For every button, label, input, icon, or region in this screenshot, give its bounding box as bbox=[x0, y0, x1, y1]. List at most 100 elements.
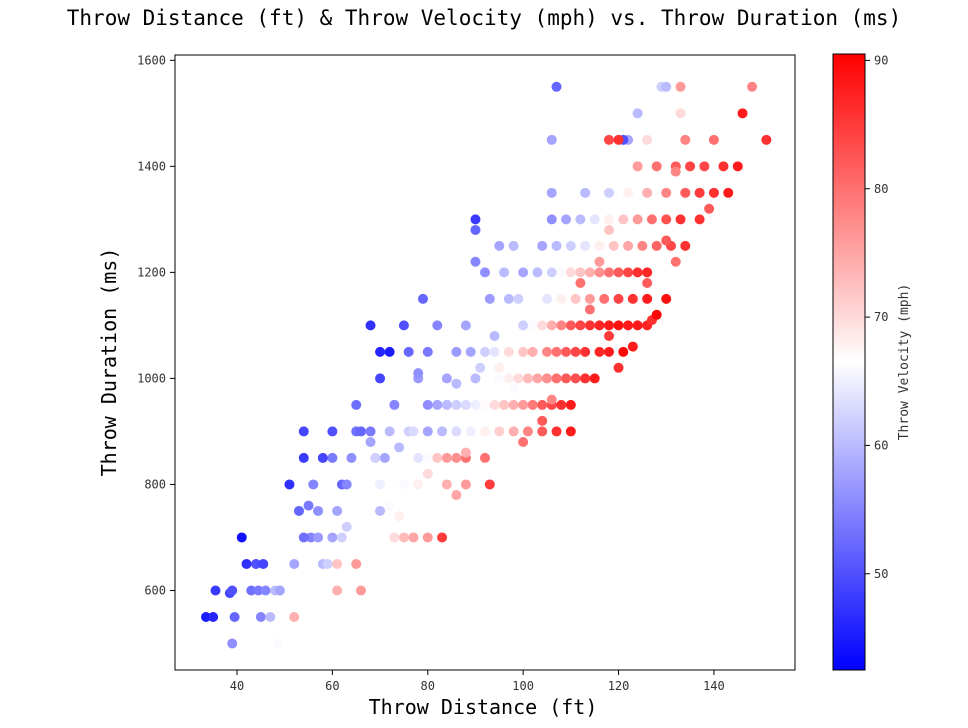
data-point bbox=[490, 347, 500, 357]
x-tick-label: 120 bbox=[608, 679, 630, 693]
y-axis: 600 800 1000 1200 1400 1600 bbox=[137, 53, 175, 597]
data-point bbox=[580, 241, 590, 251]
data-point bbox=[518, 347, 528, 357]
data-point bbox=[480, 347, 490, 357]
data-point bbox=[451, 379, 461, 389]
data-point bbox=[432, 400, 442, 410]
data-point bbox=[385, 426, 395, 436]
data-point bbox=[366, 437, 376, 447]
data-point bbox=[404, 347, 414, 357]
data-point bbox=[490, 331, 500, 341]
data-point bbox=[661, 236, 671, 246]
data-point bbox=[661, 188, 671, 198]
data-point bbox=[532, 267, 542, 277]
data-point bbox=[547, 135, 557, 145]
data-point bbox=[399, 320, 409, 330]
data-point bbox=[566, 241, 576, 251]
data-point bbox=[609, 241, 619, 251]
data-point bbox=[437, 426, 447, 436]
x-axis: 40 60 80 100 120 140 bbox=[230, 670, 725, 693]
data-point bbox=[556, 267, 566, 277]
data-point bbox=[542, 347, 552, 357]
data-point bbox=[518, 400, 528, 410]
data-point bbox=[485, 479, 495, 489]
colorbar-tick-label: 50 bbox=[874, 567, 888, 581]
x-tick-label: 100 bbox=[512, 679, 534, 693]
data-point bbox=[599, 294, 609, 304]
data-point bbox=[685, 161, 695, 171]
data-point bbox=[299, 426, 309, 436]
data-point bbox=[346, 453, 356, 463]
data-point bbox=[513, 373, 523, 383]
data-point bbox=[633, 267, 643, 277]
data-point bbox=[470, 225, 480, 235]
data-point bbox=[618, 214, 628, 224]
data-point bbox=[537, 416, 547, 426]
data-point bbox=[513, 294, 523, 304]
data-point bbox=[509, 241, 519, 251]
data-point bbox=[313, 506, 323, 516]
data-point bbox=[504, 373, 514, 383]
data-point bbox=[294, 506, 304, 516]
data-point bbox=[466, 426, 476, 436]
data-point bbox=[480, 267, 490, 277]
data-point bbox=[375, 506, 385, 516]
data-point bbox=[528, 347, 538, 357]
data-point bbox=[442, 479, 452, 489]
data-point bbox=[566, 426, 576, 436]
data-point bbox=[337, 532, 347, 542]
data-point bbox=[637, 241, 647, 251]
data-point bbox=[523, 373, 533, 383]
data-point bbox=[499, 400, 509, 410]
data-point bbox=[671, 167, 681, 177]
data-point bbox=[375, 373, 385, 383]
data-point bbox=[747, 82, 757, 92]
data-point bbox=[652, 241, 662, 251]
data-point bbox=[547, 188, 557, 198]
data-point bbox=[642, 267, 652, 277]
data-point bbox=[475, 363, 485, 373]
data-point bbox=[623, 188, 633, 198]
data-point bbox=[389, 400, 399, 410]
x-axis-label: Throw Distance (ft) bbox=[369, 695, 598, 719]
data-point bbox=[552, 426, 562, 436]
y-tick-label: 600 bbox=[144, 583, 166, 597]
data-point bbox=[571, 373, 581, 383]
data-point bbox=[451, 400, 461, 410]
data-point bbox=[480, 453, 490, 463]
data-point bbox=[366, 426, 376, 436]
data-point bbox=[470, 400, 480, 410]
data-point bbox=[442, 373, 452, 383]
y-tick-label: 1600 bbox=[137, 53, 166, 67]
data-point bbox=[370, 453, 380, 463]
data-point bbox=[332, 506, 342, 516]
data-point bbox=[423, 347, 433, 357]
data-point bbox=[628, 342, 638, 352]
data-point bbox=[528, 320, 538, 330]
data-point bbox=[509, 400, 519, 410]
data-point bbox=[532, 373, 542, 383]
data-point bbox=[351, 559, 361, 569]
data-point bbox=[590, 214, 600, 224]
data-point bbox=[432, 453, 442, 463]
data-point bbox=[437, 532, 447, 542]
data-point bbox=[594, 347, 604, 357]
y-axis-label: Throw Duration (ms) bbox=[97, 248, 121, 477]
data-point bbox=[537, 400, 547, 410]
data-point bbox=[585, 294, 595, 304]
data-point bbox=[642, 135, 652, 145]
colorbar-ticks: 50 60 70 80 90 bbox=[865, 53, 888, 580]
data-point bbox=[604, 214, 614, 224]
data-point bbox=[556, 400, 566, 410]
y-tick-label: 800 bbox=[144, 477, 166, 491]
data-point bbox=[461, 400, 471, 410]
data-point bbox=[423, 469, 433, 479]
data-point bbox=[623, 320, 633, 330]
data-point bbox=[695, 188, 705, 198]
data-point bbox=[585, 304, 595, 314]
data-point bbox=[547, 320, 557, 330]
data-point bbox=[211, 585, 221, 595]
data-point bbox=[451, 347, 461, 357]
data-point bbox=[661, 214, 671, 224]
x-tick-label: 140 bbox=[703, 679, 725, 693]
